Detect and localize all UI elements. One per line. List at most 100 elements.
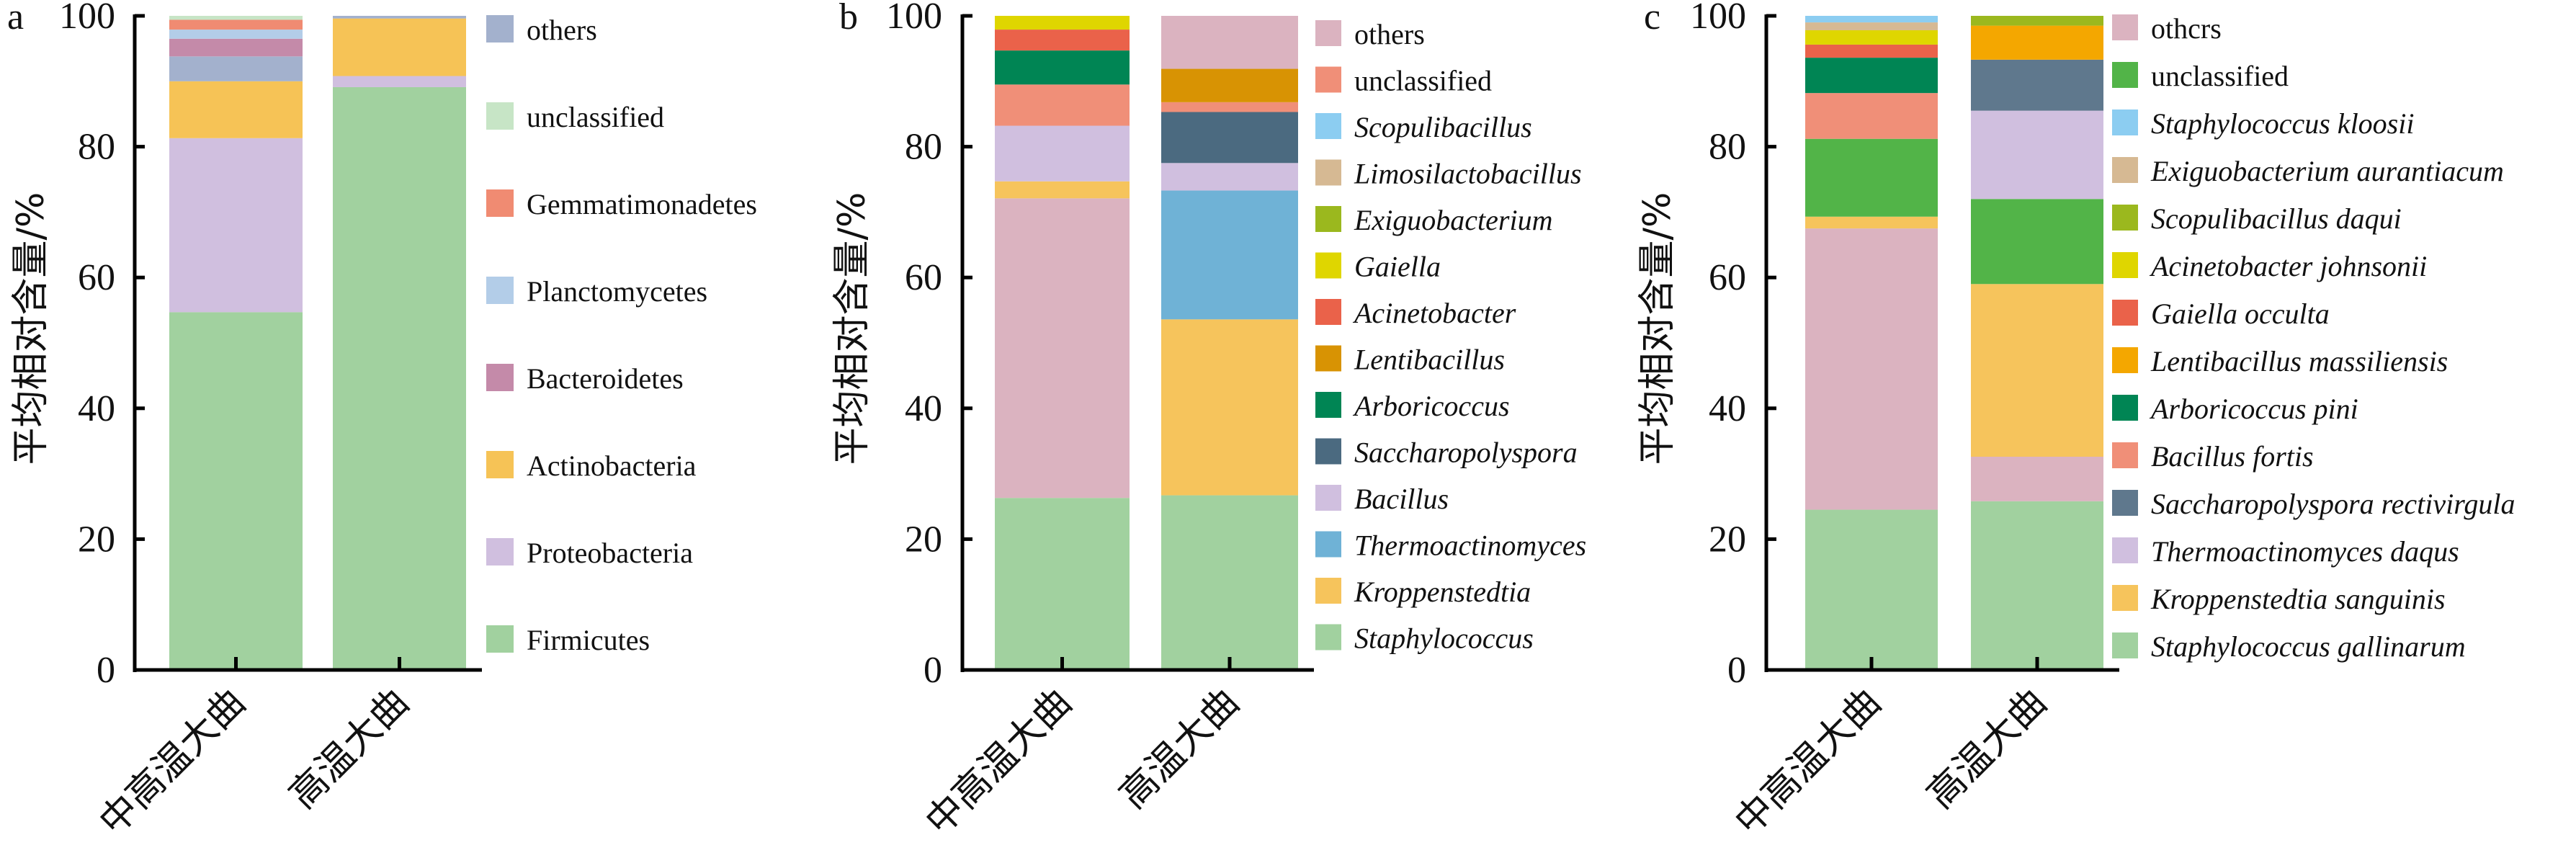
y-tick-label: 100 [886, 0, 942, 37]
bar-segment-actinobacteria [169, 81, 303, 138]
legend-swatch [1315, 159, 1341, 186]
legend-swatch [486, 102, 514, 130]
bar-segment-thermoactinomyces-daqus [1971, 110, 2103, 200]
bar-segment-others [169, 56, 303, 81]
legend-label: Thermoactinomyces daqus [2151, 535, 2459, 568]
y-tick-label: 40 [905, 388, 942, 429]
legend-label: Saccharopolyspora [1354, 437, 1578, 469]
legend-swatch [2112, 347, 2138, 373]
legend-swatch [1315, 299, 1341, 325]
legend-swatch [486, 451, 514, 478]
bar-segment-thermoactinomyces [1161, 190, 1298, 320]
bar-segment-lentibacillus-massiliensis [1971, 25, 2103, 60]
legend-swatch [486, 189, 514, 217]
x-category-label: 高温大曲 [281, 681, 418, 818]
legend-label: Gemmatimonadetes [527, 188, 757, 220]
bar-segment-gaiella [995, 16, 1130, 30]
bar-segment-unclassified [995, 84, 1130, 126]
bar-segment-saccharopolyspora-rectivirgula [1971, 59, 2103, 111]
legend-swatch [2112, 157, 2138, 183]
y-tick-label: 0 [1727, 650, 1746, 691]
legend-label: Bacteroidetes [527, 362, 684, 395]
legend-swatch [486, 277, 514, 304]
bar-segment-others [1161, 16, 1298, 69]
y-tick-label: 80 [905, 127, 942, 168]
legend-swatch [1315, 66, 1341, 93]
y-tick-label: 80 [1709, 127, 1746, 168]
x-category-label: 高温大曲 [1112, 681, 1248, 818]
y-tick-label: 60 [78, 257, 115, 298]
legend-swatch [486, 15, 514, 43]
legend-label: Thermoactinomyces [1354, 529, 1586, 562]
y-tick-label: 40 [1709, 388, 1746, 429]
legend-label: Staphylococcus [1354, 622, 1534, 655]
legend-label: Acinetobacter johnsonii [2149, 250, 2427, 282]
x-category-label: 中高温大曲 [1727, 681, 1889, 844]
bar-segment-firmicutes [169, 312, 303, 670]
legend-label: Lentibacillus [1354, 344, 1505, 376]
y-tick-label: 100 [1690, 0, 1746, 37]
x-category-label: 高温大曲 [1919, 681, 2056, 818]
bar-segment-actinobacteria [333, 18, 466, 76]
legend-label: Arboricoccus [1352, 390, 1510, 422]
bar-segment-kroppenstedtia-sanguinis [1971, 284, 2103, 457]
y-tick-label: 20 [78, 519, 115, 560]
legend-label: Bacillus fortis [2151, 440, 2314, 473]
bar-segment-firmicutes [333, 86, 466, 671]
legend-label: Arboricoccus pini [2149, 393, 2358, 425]
legend-swatch [1315, 438, 1341, 465]
bar-segment-kroppenstedtia-sanguinis [1805, 216, 1938, 229]
bar-segment-planctomycetes [169, 30, 303, 39]
legend-swatch [1315, 485, 1341, 511]
bar-segment-othcrs [1971, 456, 2103, 501]
x-category-label: 中高温大曲 [917, 681, 1080, 844]
bar-segment-proteobacteria [169, 138, 303, 313]
legend-label: Proteobacteria [527, 537, 693, 569]
bar-segment-gaiella-occulta [1805, 44, 1938, 58]
legend-swatch [1315, 345, 1341, 372]
legend-swatch [1315, 252, 1341, 279]
y-tick-label: 0 [97, 650, 115, 691]
bar-segment-bacillus [1161, 163, 1298, 191]
legend-swatch [486, 538, 514, 565]
bar-segment-lentibacillus [1161, 68, 1298, 102]
y-tick-label: 40 [78, 388, 115, 429]
panel-letter: a [7, 0, 24, 37]
legend-label: others [1354, 18, 1425, 50]
legend-swatch [2112, 205, 2138, 231]
legend-label: unclassified [1354, 65, 1492, 97]
legend-label: Gaiella [1354, 251, 1441, 283]
legend-label: othcrs [2151, 12, 2222, 45]
legend-label: Saccharopolyspora rectivirgula [2151, 488, 2515, 520]
legend-swatch [2112, 252, 2138, 278]
bar-segment-proteobacteria [333, 76, 466, 87]
y-axis-title: 平均相对含量/% [9, 192, 53, 465]
bar-segment-unclassified [169, 16, 303, 20]
y-axis-title: 平均相对含量/% [1636, 192, 1679, 465]
bar-segment-saccharopolyspora [1161, 112, 1298, 164]
bar-segment-unclassified [1971, 199, 2103, 285]
bar-segment-staphylococcus-kloosii [1805, 16, 1938, 23]
bar-segment-staphylococcus-gallinarum [1971, 501, 2103, 670]
bar-segment-unclassified [1805, 138, 1938, 217]
bar-segment-exiguobacterium-aurantiacum [1805, 22, 1938, 30]
legend-label: Scopulibacillus daqui [2151, 202, 2402, 235]
bar-segment-staphylococcus [1161, 495, 1298, 670]
bar-segment-kroppenstedtia [1161, 319, 1298, 496]
legend-label: others [527, 14, 597, 46]
bar-segment-gemmatimonadetes [169, 19, 303, 30]
legend-swatch [1315, 392, 1341, 418]
legend-label: Kroppenstedtia [1354, 576, 1531, 608]
legend-label: Scopulibacillus [1354, 111, 1532, 143]
bar-segment-unclassified [1161, 102, 1298, 112]
y-tick-label: 80 [78, 127, 115, 168]
y-tick-label: 100 [59, 0, 115, 37]
legend-swatch [486, 625, 514, 653]
legend-swatch [1315, 206, 1341, 232]
bar-segment-staphylococcus [995, 498, 1130, 670]
legend-label: Staphylococcus kloosii [2151, 107, 2414, 140]
bar-segment-arboricoccus [995, 50, 1130, 85]
bar-segment-arboricoccus-pini [1805, 58, 1938, 94]
legend-label: unclassified [527, 101, 664, 133]
bar-segment-others [995, 198, 1130, 498]
